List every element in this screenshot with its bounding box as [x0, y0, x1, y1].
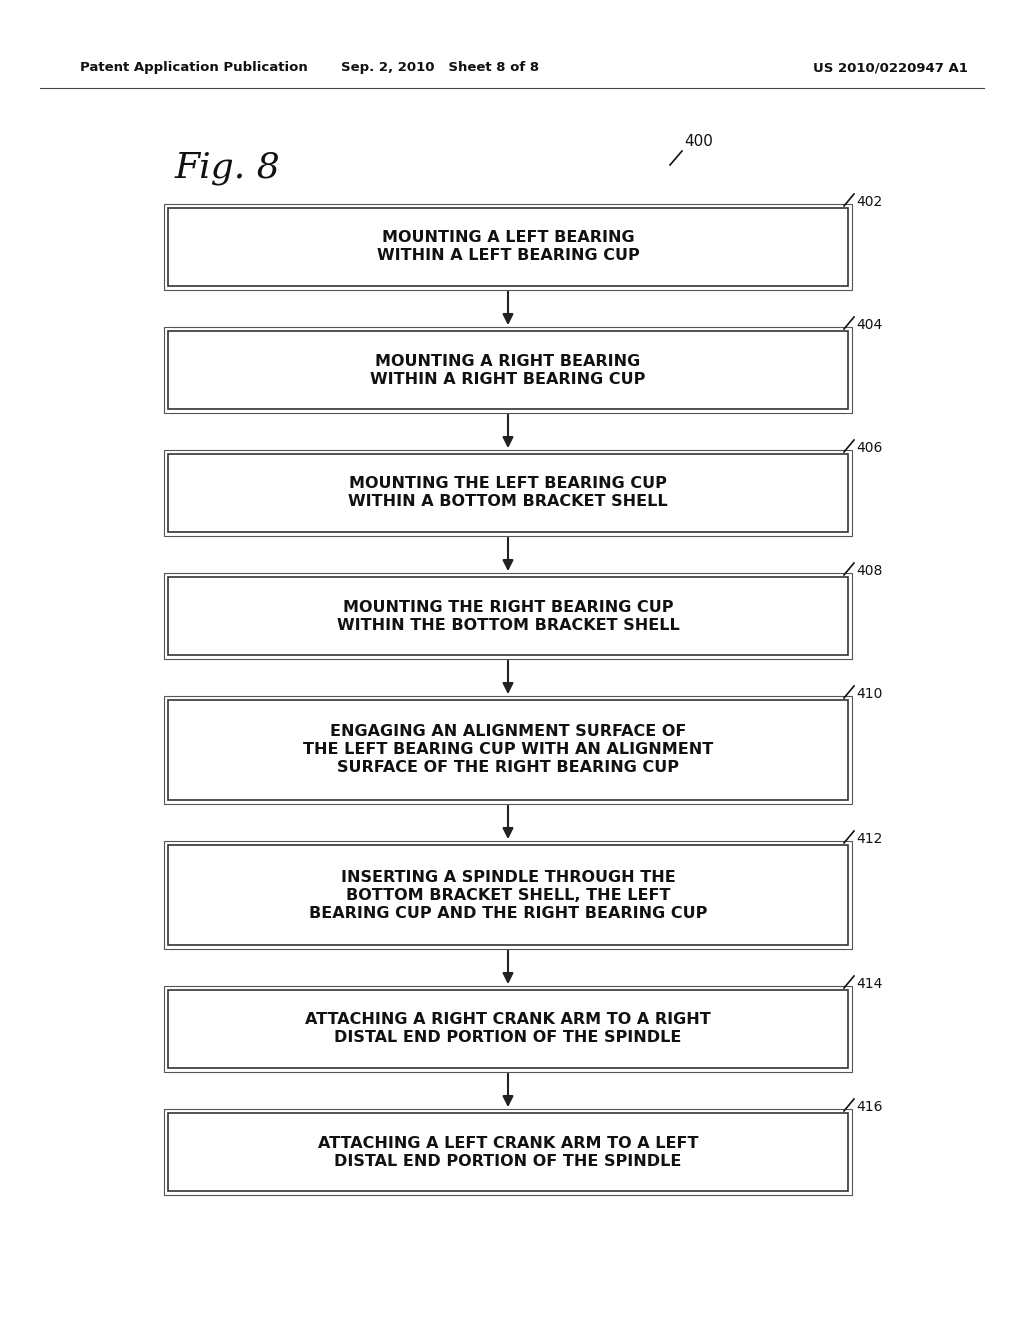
Text: MOUNTING A RIGHT BEARING: MOUNTING A RIGHT BEARING — [376, 354, 641, 368]
Text: US 2010/0220947 A1: US 2010/0220947 A1 — [813, 62, 968, 74]
Text: Sep. 2, 2010   Sheet 8 of 8: Sep. 2, 2010 Sheet 8 of 8 — [341, 62, 539, 74]
Bar — [164, 327, 852, 413]
Text: ATTACHING A LEFT CRANK ARM TO A LEFT: ATTACHING A LEFT CRANK ARM TO A LEFT — [317, 1135, 698, 1151]
Text: Patent Application Publication: Patent Application Publication — [80, 62, 308, 74]
Text: 416: 416 — [856, 1100, 883, 1114]
Text: WITHIN A LEFT BEARING CUP: WITHIN A LEFT BEARING CUP — [377, 248, 639, 264]
Bar — [168, 209, 848, 286]
Text: WITHIN A BOTTOM BRACKET SHELL: WITHIN A BOTTOM BRACKET SHELL — [348, 495, 668, 510]
Text: ATTACHING A RIGHT CRANK ARM TO A RIGHT: ATTACHING A RIGHT CRANK ARM TO A RIGHT — [305, 1012, 711, 1027]
Bar — [168, 700, 848, 800]
Text: 406: 406 — [856, 441, 883, 455]
Bar — [168, 577, 848, 655]
Text: MOUNTING A LEFT BEARING: MOUNTING A LEFT BEARING — [382, 231, 634, 246]
Text: 402: 402 — [856, 195, 883, 209]
Text: 410: 410 — [856, 686, 883, 701]
Bar — [168, 331, 848, 409]
Text: DISTAL END PORTION OF THE SPINDLE: DISTAL END PORTION OF THE SPINDLE — [334, 1031, 682, 1045]
Text: WITHIN A RIGHT BEARING CUP: WITHIN A RIGHT BEARING CUP — [371, 371, 646, 387]
Bar — [164, 1109, 852, 1195]
Text: BEARING CUP AND THE RIGHT BEARING CUP: BEARING CUP AND THE RIGHT BEARING CUP — [309, 906, 708, 920]
Text: SURFACE OF THE RIGHT BEARING CUP: SURFACE OF THE RIGHT BEARING CUP — [337, 760, 679, 776]
Text: MOUNTING THE LEFT BEARING CUP: MOUNTING THE LEFT BEARING CUP — [349, 477, 667, 491]
Text: THE LEFT BEARING CUP WITH AN ALIGNMENT: THE LEFT BEARING CUP WITH AN ALIGNMENT — [303, 742, 713, 758]
Bar — [164, 696, 852, 804]
Text: WITHIN THE BOTTOM BRACKET SHELL: WITHIN THE BOTTOM BRACKET SHELL — [337, 618, 679, 632]
Text: ENGAGING AN ALIGNMENT SURFACE OF: ENGAGING AN ALIGNMENT SURFACE OF — [330, 725, 686, 739]
Bar — [168, 1113, 848, 1191]
Bar — [164, 205, 852, 290]
Bar — [164, 573, 852, 659]
Bar — [168, 845, 848, 945]
Bar — [168, 454, 848, 532]
Text: Fig. 8: Fig. 8 — [175, 150, 281, 185]
Bar — [168, 990, 848, 1068]
Bar — [164, 986, 852, 1072]
Text: INSERTING A SPINDLE THROUGH THE: INSERTING A SPINDLE THROUGH THE — [341, 870, 676, 884]
Bar — [164, 841, 852, 949]
Bar — [164, 450, 852, 536]
Text: 404: 404 — [856, 318, 883, 333]
Text: DISTAL END PORTION OF THE SPINDLE: DISTAL END PORTION OF THE SPINDLE — [334, 1154, 682, 1168]
Text: 408: 408 — [856, 564, 883, 578]
Text: 412: 412 — [856, 832, 883, 846]
Text: MOUNTING THE RIGHT BEARING CUP: MOUNTING THE RIGHT BEARING CUP — [343, 599, 673, 615]
Text: 414: 414 — [856, 977, 883, 991]
Text: BOTTOM BRACKET SHELL, THE LEFT: BOTTOM BRACKET SHELL, THE LEFT — [346, 887, 671, 903]
Text: 400: 400 — [684, 135, 713, 149]
